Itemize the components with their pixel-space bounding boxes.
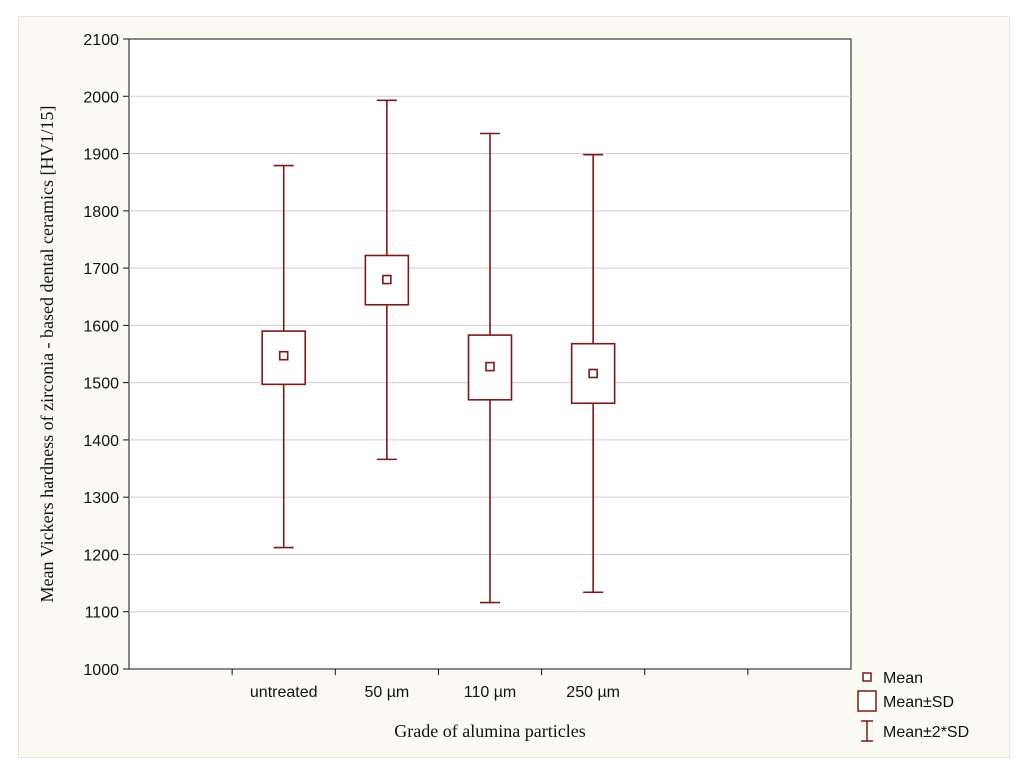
data-series (261, 99, 616, 604)
y-tick-label: 1400 (83, 433, 119, 450)
legend-sd-icon (857, 690, 877, 712)
mean-marker (382, 274, 392, 285)
box-group (261, 164, 307, 549)
legend-label: Mean±SD (883, 694, 954, 711)
plot-svg: 1000 1100 1200 1300 1400 1500 1600 1700 1800 1900… (37, 32, 969, 742)
mean-marker (485, 361, 495, 372)
legend: Mean Mean±SD Mean±2*SD (857, 670, 969, 742)
y-tick-label: 1100 (85, 605, 120, 622)
x-tick-label: untreated (250, 684, 318, 701)
mean-marker (278, 350, 289, 361)
x-tick-label: 250 µm (566, 684, 620, 701)
x-axis-ticks: untreated 50 µm 110 µm 250 µm (231, 669, 749, 701)
legend-item-sd: Mean±SD (857, 690, 954, 712)
box-group (467, 132, 513, 604)
y-tick-label: 1000 (83, 662, 119, 679)
y-tick-label: 1500 (83, 376, 119, 393)
legend-label: Mean (883, 670, 923, 687)
y-tick-label: 1200 (83, 547, 119, 564)
legend-item-mean: Mean (862, 670, 923, 687)
chart: 1000 1100 1200 1300 1400 1500 1600 1700 1800 1900… (18, 16, 1010, 758)
y-tick-label: 2000 (83, 89, 119, 106)
y-tick-label: 1300 (83, 490, 119, 507)
sd-box (467, 334, 513, 401)
box-group (570, 153, 616, 594)
y-tick-label: 1800 (83, 204, 119, 221)
y-tick-label: 1900 (83, 147, 119, 164)
x-tick-label: 110 µm (464, 684, 517, 701)
legend-item-sd2: Mean±2*SD (861, 720, 969, 742)
y-axis-title: Mean Vickers hardness of zirconia - base… (37, 106, 57, 603)
y-tick-label: 1700 (83, 261, 119, 278)
legend-label: Mean±2*SD (883, 724, 969, 741)
x-axis-title: Grade of alumina particles (394, 721, 585, 741)
x-tick-label: 50 µm (364, 684, 409, 701)
mean-marker (588, 368, 598, 379)
y-tick-label: 2100 (83, 32, 119, 49)
y-tick-label: 1600 (83, 318, 119, 335)
legend-mean-icon (862, 672, 872, 682)
y-axis-ticks: 1000 1100 1200 1300 1400 1500 1600 1700 1800 1900… (83, 32, 129, 679)
box-group (364, 99, 410, 461)
